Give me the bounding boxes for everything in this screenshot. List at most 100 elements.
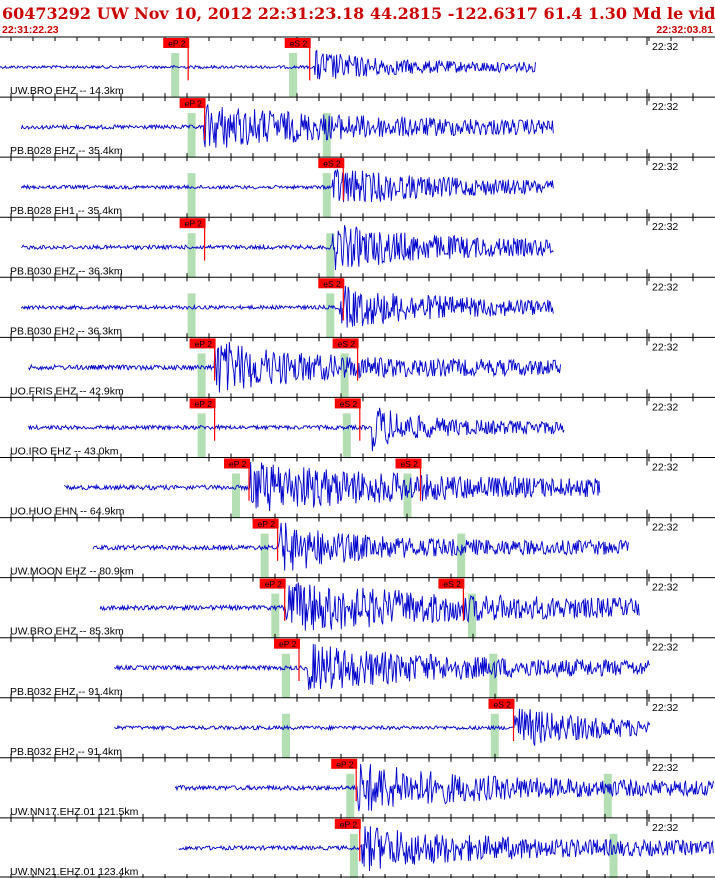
pick-label[interactable]: eS 2: [401, 459, 419, 469]
station-label: PB.B030 EH2 -- 36.3km: [10, 325, 122, 337]
station-label: PB.B032 EHZ -- 91.4km: [10, 686, 123, 698]
minute-label: 22:32: [652, 281, 678, 293]
station-label: PB.B032 EH2 -- 91.4km: [10, 746, 122, 758]
pick-box[interactable]: [332, 338, 359, 349]
pick-box[interactable]: [395, 458, 422, 469]
pick-box[interactable]: [334, 818, 361, 829]
pick-box[interactable]: [252, 518, 279, 529]
predicted-arrival-band: [282, 713, 290, 758]
pick-label[interactable]: eP 2: [185, 219, 203, 229]
pick-label[interactable]: eP 2: [185, 99, 203, 109]
waveform-trace: [114, 643, 651, 691]
pick-box[interactable]: [163, 38, 190, 48]
predicted-arrival-band: [187, 293, 196, 338]
predicted-arrival-band: [349, 833, 358, 878]
trace-row: eS 2 PB.B030 EH2 -- 36.3km 22:32: [0, 276, 715, 338]
waveform-trace: [99, 582, 640, 631]
predicted-arrival-band: [326, 293, 335, 338]
minute-label: 22:32: [652, 582, 678, 594]
pick-label[interactable]: eP 2: [279, 639, 297, 649]
pick-box[interactable]: [488, 698, 515, 709]
station-label: PB.B028 EH1 -- 35.4km: [10, 205, 122, 217]
station-label: PB.B028 EHZ -- 35.4km: [10, 145, 123, 157]
trace-rows: eP 2 eS 2 UW.BRO EHZ -- 14.3km 22:32 eP 2 PB.…: [0, 36, 715, 878]
pick-label[interactable]: eP 2: [168, 39, 186, 49]
minute-label: 22:32: [652, 101, 678, 113]
pick-label[interactable]: eS 2: [494, 699, 512, 709]
pick-box[interactable]: [318, 158, 345, 169]
station-label: UW.NN17.EHZ.01 121.5km: [10, 806, 139, 818]
station-label: UO.FRIS EHZ -- 42.9km: [10, 385, 124, 397]
pick-box[interactable]: [259, 578, 286, 589]
pick-label[interactable]: eS 2: [323, 279, 341, 289]
predicted-arrival-band: [342, 413, 351, 458]
trace-row: eP 2 UW.NN17.EHZ.01 121.5km 22:32: [0, 757, 715, 818]
pick-box[interactable]: [331, 758, 358, 769]
predicted-arrival-band: [232, 473, 240, 518]
trace-row: eP 2 PB.B030 EHZ -- 36.3km 22:32: [0, 216, 715, 278]
waveform-trace: [92, 522, 629, 571]
predicted-arrival-band: [197, 353, 206, 398]
pick-label[interactable]: eP 2: [258, 519, 276, 529]
predicted-arrival-band: [282, 653, 290, 698]
event-title: 60473292 UW Nov 10, 2012 22:31:23.18 44.…: [2, 4, 715, 23]
pick-label[interactable]: eP 2: [265, 579, 283, 589]
trace-row: eP 2 eS 2 UO.IRO EHZ -- 43.0km 22:32: [0, 396, 715, 458]
predicted-arrival-band: [289, 53, 298, 98]
waveform-trace: [21, 225, 554, 271]
waveform-trace: [63, 461, 601, 512]
pick-label[interactable]: eS 2: [340, 399, 358, 409]
predicted-arrival-band: [322, 113, 331, 158]
pick-label[interactable]: eS 2: [443, 579, 461, 589]
pick-label[interactable]: eP 2: [229, 459, 247, 469]
trace-row: eS 2 PB.B028 EH1 -- 35.4km 22:32: [0, 156, 715, 218]
pick-box[interactable]: [189, 338, 216, 349]
pick-box[interactable]: [179, 98, 206, 109]
pick-box[interactable]: [318, 278, 345, 289]
pick-label[interactable]: eP 2: [340, 819, 358, 829]
predicted-arrival-band: [609, 833, 618, 878]
waveform-trace: [178, 826, 714, 872]
pick-label[interactable]: eS 2: [338, 339, 356, 349]
station-label: UW.BRO EHZ -- 14.3km: [10, 85, 124, 97]
station-label: UO.IRO EHZ -- 43.0km: [10, 446, 119, 458]
waveform-trace: [28, 407, 565, 452]
pick-label[interactable]: eP 2: [195, 339, 213, 349]
predicted-arrival-band: [171, 53, 180, 98]
trace-row: eS 2 PB.B032 EH2 -- 91.4km 22:32: [0, 697, 715, 758]
minute-label: 22:32: [652, 702, 678, 714]
predicted-arrival-band: [326, 233, 335, 278]
predicted-arrival-band: [187, 173, 196, 218]
pick-label[interactable]: eS 2: [290, 39, 308, 49]
pick-label[interactable]: eP 2: [195, 399, 213, 409]
trace-row: eP 2 eS 2 UO.FRIS EHZ -- 42.9km 22:32: [0, 336, 715, 398]
trace-row: eP 2 PB.B028 EHZ -- 35.4km 22:32: [0, 96, 715, 158]
pick-box[interactable]: [334, 398, 361, 409]
pick-box[interactable]: [284, 38, 311, 48]
pick-box[interactable]: [224, 458, 250, 469]
waveform-trace: [114, 708, 651, 746]
pick-label[interactable]: eP 2: [336, 759, 354, 769]
station-label: UO.HUO EHN -- 64.9km: [10, 506, 125, 518]
station-label: UW.MOON EHZ -- 80.9km: [10, 566, 134, 578]
pick-box[interactable]: [179, 218, 206, 229]
minute-label: 22:32: [652, 221, 678, 233]
predicted-arrival-band: [490, 713, 499, 758]
station-label: PB.B030 EHZ -- 36.3km: [10, 265, 123, 277]
waveform-trace: [20, 104, 554, 148]
trace-row: eP 2 eS 2 UW.BRO EHZ -- 85.3km 22:32: [0, 577, 715, 638]
pick-box[interactable]: [189, 398, 216, 409]
pick-label[interactable]: eS 2: [323, 159, 341, 169]
waveform-trace: [28, 341, 561, 393]
minute-label: 22:32: [652, 822, 678, 834]
minute-label: 22:32: [652, 401, 678, 413]
trace-row: eP 2 UW.MOON EHZ -- 80.9km 22:32: [0, 517, 715, 578]
trace-row: eP 2 PB.B032 EHZ -- 91.4km 22:32: [0, 637, 715, 698]
trace-row: eP 2 UW.NN21.EHZ.01 123.4km 22:32: [0, 817, 715, 878]
pick-box[interactable]: [274, 638, 300, 649]
pick-box[interactable]: [438, 578, 465, 589]
minute-label: 22:32: [652, 762, 678, 774]
minute-label: 22:32: [652, 522, 678, 534]
